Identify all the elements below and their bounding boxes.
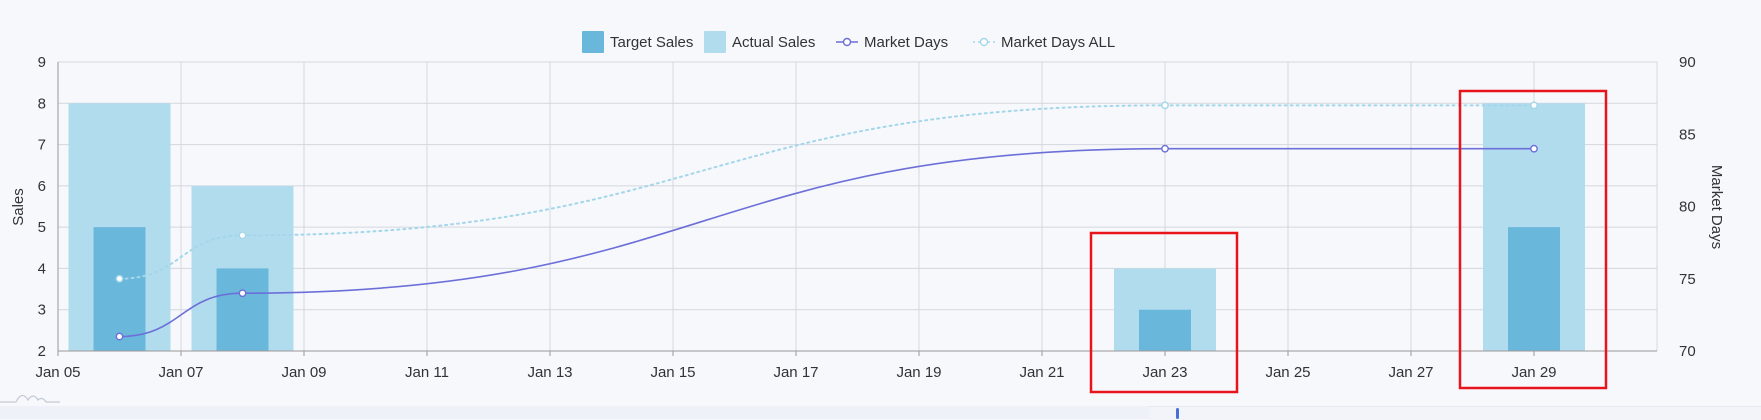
y2-tick-label: 85 [1679,126,1696,143]
legend-item[interactable]: Target Sales [582,31,693,53]
point-market-days [1530,144,1538,153]
legend-item[interactable]: Market Days ALL [973,34,1115,51]
x-tick-label: Jan 07 [158,364,203,381]
y2-tick-label: 70 [1679,343,1696,360]
point-market-days-all [1530,101,1538,110]
x-tick-label: Jan 13 [527,364,572,381]
x-tick-label: Jan 19 [896,364,941,381]
y-tick-label: 3 [38,302,46,319]
point-market-days [115,332,124,341]
point-market-days-all [1161,101,1169,110]
y-tick-label: 2 [38,343,46,360]
y-tick-label: 8 [38,95,46,112]
legend[interactable]: Target Sales Actual Sales Market Days Marke… [582,31,1115,53]
point-market-days [1161,144,1169,153]
bar-target-sales [1508,227,1560,351]
legend-swatch [704,31,726,53]
y2-tick-label: 75 [1679,271,1696,288]
x-tick-label: Jan 27 [1388,364,1433,381]
lines [115,101,1538,341]
y-tick-label: 4 [38,260,46,277]
bar-target-sales [216,268,269,351]
data-zoom-handle[interactable] [1176,408,1179,419]
legend-marker [979,37,989,47]
point-market-days-all [238,231,247,240]
legend-item[interactable]: Market Days [836,34,948,51]
legend-label: Target Sales [610,34,693,51]
y-tick-label: 9 [38,54,46,71]
highlight-box [1089,231,1239,394]
legend-swatch [582,31,604,53]
x-tick-label: Jan 09 [281,364,326,381]
x-tick-label: Jan 23 [1142,364,1187,381]
legend-label: Market Days [864,34,948,51]
grid-lines [57,61,1658,352]
x-tick-label: Jan 15 [650,364,695,381]
point-market-days-all [115,274,124,283]
point-market-days [238,289,247,298]
bar-target-sales [1139,309,1191,351]
x-tick-label: Jan 11 [405,364,449,381]
highlight-box [1458,89,1608,390]
y-tick-label: 6 [38,178,46,195]
legend-item[interactable]: Actual Sales [704,31,815,53]
x-tick-label: Jan 29 [1511,364,1556,381]
legend-label: Market Days ALL [1001,34,1115,51]
y2-tick-label: 90 [1679,54,1696,71]
y-tick-label: 5 [38,219,46,236]
legend-marker [842,37,852,47]
series-line-market-days-all [118,104,1535,280]
legend-label: Actual Sales [732,34,815,51]
data-zoom-sparkline-icon [0,394,60,403]
series-line-market-days [118,147,1535,338]
y2-tick-label: 80 [1679,199,1696,216]
y-tick-label: 7 [38,137,46,154]
bar-target-sales [93,227,146,351]
x-tick-label: Jan 21 [1019,364,1064,381]
data-zoom-slider[interactable] [1150,406,1761,420]
highlight-boxes [1089,89,1608,394]
y-axis-label: Sales [10,188,27,226]
x-tick-label: Jan 25 [1265,364,1310,381]
axes: 2 3 4 5 6 7 8 9 70 75 80 85 90 Jan 05 Jan 07 Jan 09 Jan … [35,54,1695,381]
x-tick-label: Jan 05 [35,364,80,381]
bars [68,103,1585,352]
x-tick-label: Jan 17 [773,364,818,381]
y2-axis-label: Market Days [1708,165,1725,249]
